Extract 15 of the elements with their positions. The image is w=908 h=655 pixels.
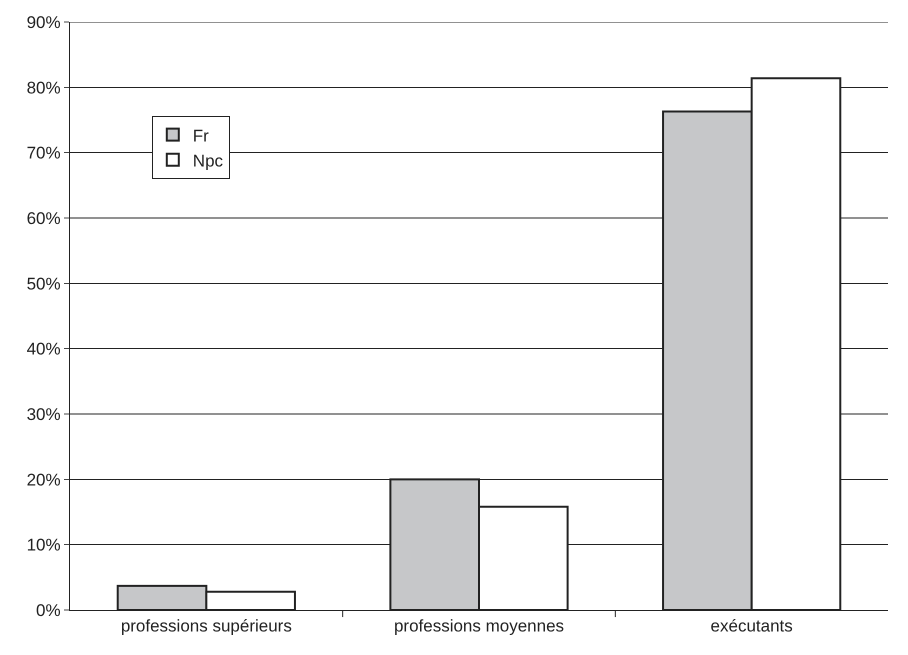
x-tick-label: exécutants	[710, 616, 793, 636]
y-tick-label: 90%	[26, 12, 61, 32]
y-tick-label: 0%	[36, 600, 61, 620]
y-tick-label: 80%	[26, 78, 61, 98]
y-tick-label: 30%	[26, 404, 61, 424]
y-tick-label: 70%	[26, 144, 61, 163]
legend-label: Npc	[192, 151, 224, 170]
x-tick-label: professions supérieurs	[120, 616, 292, 636]
y-tick-label: 10%	[26, 536, 61, 555]
y-tick-label: 60%	[26, 208, 61, 228]
x-tick-label: professions moyennes	[394, 616, 564, 636]
y-tick-label: 20%	[26, 470, 61, 490]
legend-label: Fr	[192, 126, 210, 146]
y-tick-label: 50%	[26, 274, 61, 294]
y-tick-label: 40%	[26, 340, 61, 359]
